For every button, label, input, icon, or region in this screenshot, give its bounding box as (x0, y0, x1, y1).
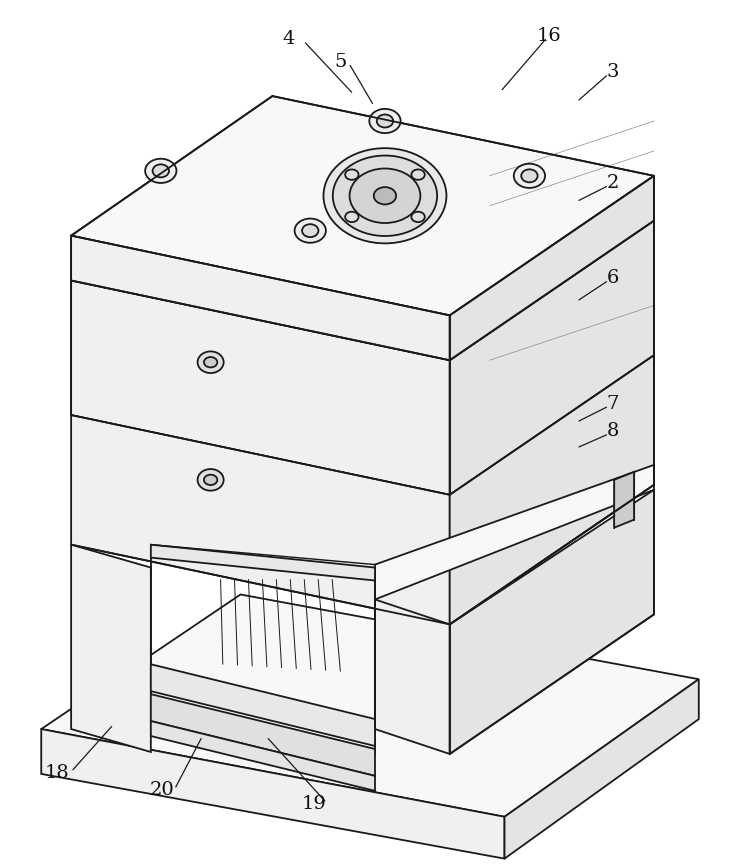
Text: 5: 5 (334, 53, 346, 71)
Polygon shape (151, 694, 375, 776)
Polygon shape (71, 280, 450, 495)
Ellipse shape (514, 164, 545, 188)
Polygon shape (71, 96, 654, 315)
Text: 8: 8 (607, 423, 619, 440)
Ellipse shape (295, 219, 326, 243)
Text: 18: 18 (45, 764, 70, 782)
Text: 7: 7 (607, 395, 619, 412)
Polygon shape (41, 729, 504, 858)
Ellipse shape (197, 352, 224, 373)
Ellipse shape (374, 187, 396, 205)
Polygon shape (450, 490, 654, 754)
Ellipse shape (204, 357, 218, 367)
Ellipse shape (333, 155, 437, 236)
Polygon shape (450, 220, 654, 495)
Polygon shape (375, 465, 654, 600)
Text: 20: 20 (150, 781, 174, 799)
Polygon shape (151, 664, 375, 746)
Text: 6: 6 (607, 269, 619, 287)
Ellipse shape (323, 148, 447, 243)
Ellipse shape (197, 469, 224, 490)
Text: 2: 2 (607, 174, 619, 192)
Polygon shape (71, 544, 151, 752)
Polygon shape (375, 600, 450, 754)
Text: 4: 4 (282, 30, 295, 48)
Ellipse shape (204, 475, 218, 485)
Polygon shape (450, 355, 654, 624)
Ellipse shape (345, 169, 358, 180)
Text: 3: 3 (606, 63, 619, 82)
Polygon shape (71, 415, 450, 624)
Ellipse shape (377, 115, 393, 128)
Polygon shape (614, 472, 634, 528)
Ellipse shape (153, 164, 169, 177)
Text: 16: 16 (537, 27, 562, 45)
Polygon shape (71, 235, 450, 360)
Ellipse shape (145, 159, 177, 183)
Polygon shape (151, 544, 375, 581)
Ellipse shape (349, 168, 420, 223)
Polygon shape (151, 721, 375, 791)
Text: 19: 19 (302, 795, 327, 813)
Ellipse shape (411, 169, 425, 180)
Polygon shape (450, 176, 654, 360)
Ellipse shape (345, 212, 358, 222)
Polygon shape (504, 680, 699, 858)
Ellipse shape (370, 108, 401, 133)
Ellipse shape (302, 224, 319, 237)
Polygon shape (41, 595, 699, 817)
Ellipse shape (521, 169, 538, 182)
Ellipse shape (411, 212, 425, 222)
